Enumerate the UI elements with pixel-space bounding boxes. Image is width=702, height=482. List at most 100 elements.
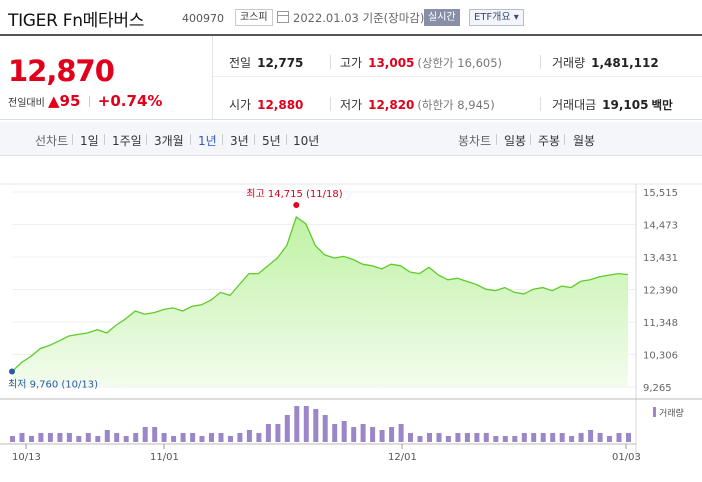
volume-bar bbox=[626, 433, 631, 442]
change-percent: +0.74% bbox=[97, 92, 163, 110]
volume-legend-swatch bbox=[653, 407, 656, 417]
change-amount: 95 bbox=[59, 92, 81, 110]
volume-bar bbox=[341, 421, 347, 442]
volume-bar bbox=[322, 415, 328, 442]
volume-bar bbox=[76, 436, 82, 442]
volume-bar bbox=[190, 433, 196, 442]
divider bbox=[330, 97, 331, 111]
current-price-box: 12,870 전일대비 ▲95 +0.74% bbox=[0, 36, 213, 120]
volume-bar bbox=[531, 433, 537, 442]
volume-bar bbox=[550, 433, 556, 442]
divider bbox=[540, 55, 541, 69]
volume-bar bbox=[180, 433, 186, 442]
volume-bar bbox=[38, 433, 44, 442]
stat-amount: 거래대금 19,105 백만 bbox=[552, 98, 673, 112]
tab-1y[interactable]: 1년 bbox=[198, 134, 217, 148]
low-label: 최저 9,760 (10/13) bbox=[8, 379, 98, 391]
volume-bar bbox=[133, 433, 139, 442]
volume-bar bbox=[597, 433, 603, 442]
divider bbox=[564, 134, 565, 145]
tab-monthly[interactable]: 월봉 bbox=[573, 134, 596, 148]
volume-bar bbox=[218, 433, 224, 442]
price-change: 전일대비 ▲95 +0.74% bbox=[8, 92, 162, 110]
line-chart-label: 선차트 bbox=[35, 134, 69, 148]
stat-high: 고가 13,005 (상한가 16,605) bbox=[340, 56, 503, 70]
volume-bar bbox=[445, 436, 451, 442]
divider bbox=[254, 134, 255, 145]
volume-bar bbox=[540, 433, 546, 442]
y-tick-label: 13,431 bbox=[643, 253, 678, 264]
divider bbox=[540, 97, 541, 111]
divider bbox=[190, 134, 191, 145]
x-tick-label: 01/03 bbox=[612, 452, 641, 463]
volume-bar bbox=[502, 436, 508, 442]
change-label: 전일대비 bbox=[8, 98, 45, 109]
volume-bar bbox=[114, 433, 120, 442]
volume-bar bbox=[303, 406, 309, 442]
tab-5y[interactable]: 5년 bbox=[262, 134, 281, 148]
volume-bar bbox=[427, 433, 432, 442]
volume-bar bbox=[256, 433, 262, 442]
volume-bar bbox=[332, 424, 338, 442]
candle-chart-label: 봉차트 bbox=[458, 134, 492, 148]
tab-3m[interactable]: 3개월 bbox=[154, 134, 184, 148]
calendar-icon bbox=[277, 11, 289, 23]
volume-bar bbox=[351, 427, 357, 442]
realtime-button[interactable]: 실시간 bbox=[424, 9, 460, 26]
volume-bar bbox=[588, 430, 594, 442]
volume-bar bbox=[66, 433, 72, 442]
price-chart: 15,515 14,473 13,431 12,390 11,348 10,306 9,26… bbox=[0, 170, 702, 482]
volume-bar bbox=[284, 415, 290, 442]
volume-bar bbox=[398, 424, 404, 442]
volume-bar bbox=[455, 433, 461, 442]
stat-open: 시가 12,880 bbox=[229, 98, 304, 112]
volume-bar bbox=[228, 436, 233, 442]
tab-1d[interactable]: 1일 bbox=[80, 134, 99, 148]
x-tick-label: 10/13 bbox=[12, 452, 41, 463]
divider bbox=[88, 96, 90, 107]
volume-bar bbox=[360, 424, 366, 442]
base-date: 2022.01.03 기준(장마감) bbox=[293, 11, 425, 25]
volume-legend: 거래량 bbox=[659, 407, 684, 419]
volume-bar bbox=[10, 436, 15, 442]
volume-bar bbox=[199, 436, 205, 442]
tab-1w[interactable]: 1주일 bbox=[112, 134, 142, 148]
divider bbox=[496, 134, 497, 145]
y-tick-label: 12,390 bbox=[643, 286, 678, 297]
tab-daily[interactable]: 일봉 bbox=[504, 134, 527, 148]
y-tick-label: 11,348 bbox=[643, 318, 678, 329]
volume-bar bbox=[313, 409, 319, 442]
x-tick-label: 12/01 bbox=[388, 452, 417, 463]
up-triangle-icon: ▲ bbox=[48, 92, 60, 110]
volume-bar bbox=[436, 433, 442, 442]
volume-bar bbox=[85, 433, 91, 442]
volume-bar bbox=[275, 424, 281, 442]
divider bbox=[104, 134, 105, 145]
stock-name: TIGER Fn메타버스 bbox=[8, 11, 145, 31]
volume-bar bbox=[294, 406, 300, 442]
divider bbox=[72, 134, 73, 145]
volume-bar bbox=[19, 433, 25, 442]
low-marker bbox=[9, 368, 15, 375]
volume-bar bbox=[209, 433, 214, 442]
tab-weekly[interactable]: 주봉 bbox=[538, 134, 561, 148]
volume-bar bbox=[521, 433, 527, 442]
volume-bar bbox=[512, 436, 518, 442]
divider bbox=[213, 76, 702, 77]
price-summary: 12,870 전일대비 ▲95 +0.74% 전일 12,775 고가 13,005… bbox=[0, 34, 702, 120]
etf-overview-dropdown[interactable]: ETF개요 ▾ bbox=[469, 9, 524, 26]
y-tick-label: 10,306 bbox=[643, 351, 678, 362]
tab-10y[interactable]: 10년 bbox=[293, 134, 320, 148]
volume-bar bbox=[389, 427, 395, 442]
high-label: 최고 14,715 (11/18) bbox=[246, 188, 342, 200]
volume-bar bbox=[95, 436, 101, 442]
volume-bar bbox=[265, 424, 271, 442]
volume-bar bbox=[408, 433, 413, 442]
volume-bar bbox=[152, 427, 158, 442]
stock-code: 400970 bbox=[182, 12, 224, 25]
volume-bar bbox=[607, 436, 612, 442]
tab-3y[interactable]: 3년 bbox=[230, 134, 249, 148]
stock-header: TIGER Fn메타버스 400970 코스피 2022.01.03 기준(장마… bbox=[0, 0, 702, 34]
x-tick-label: 11/01 bbox=[150, 452, 179, 463]
divider bbox=[286, 134, 287, 145]
